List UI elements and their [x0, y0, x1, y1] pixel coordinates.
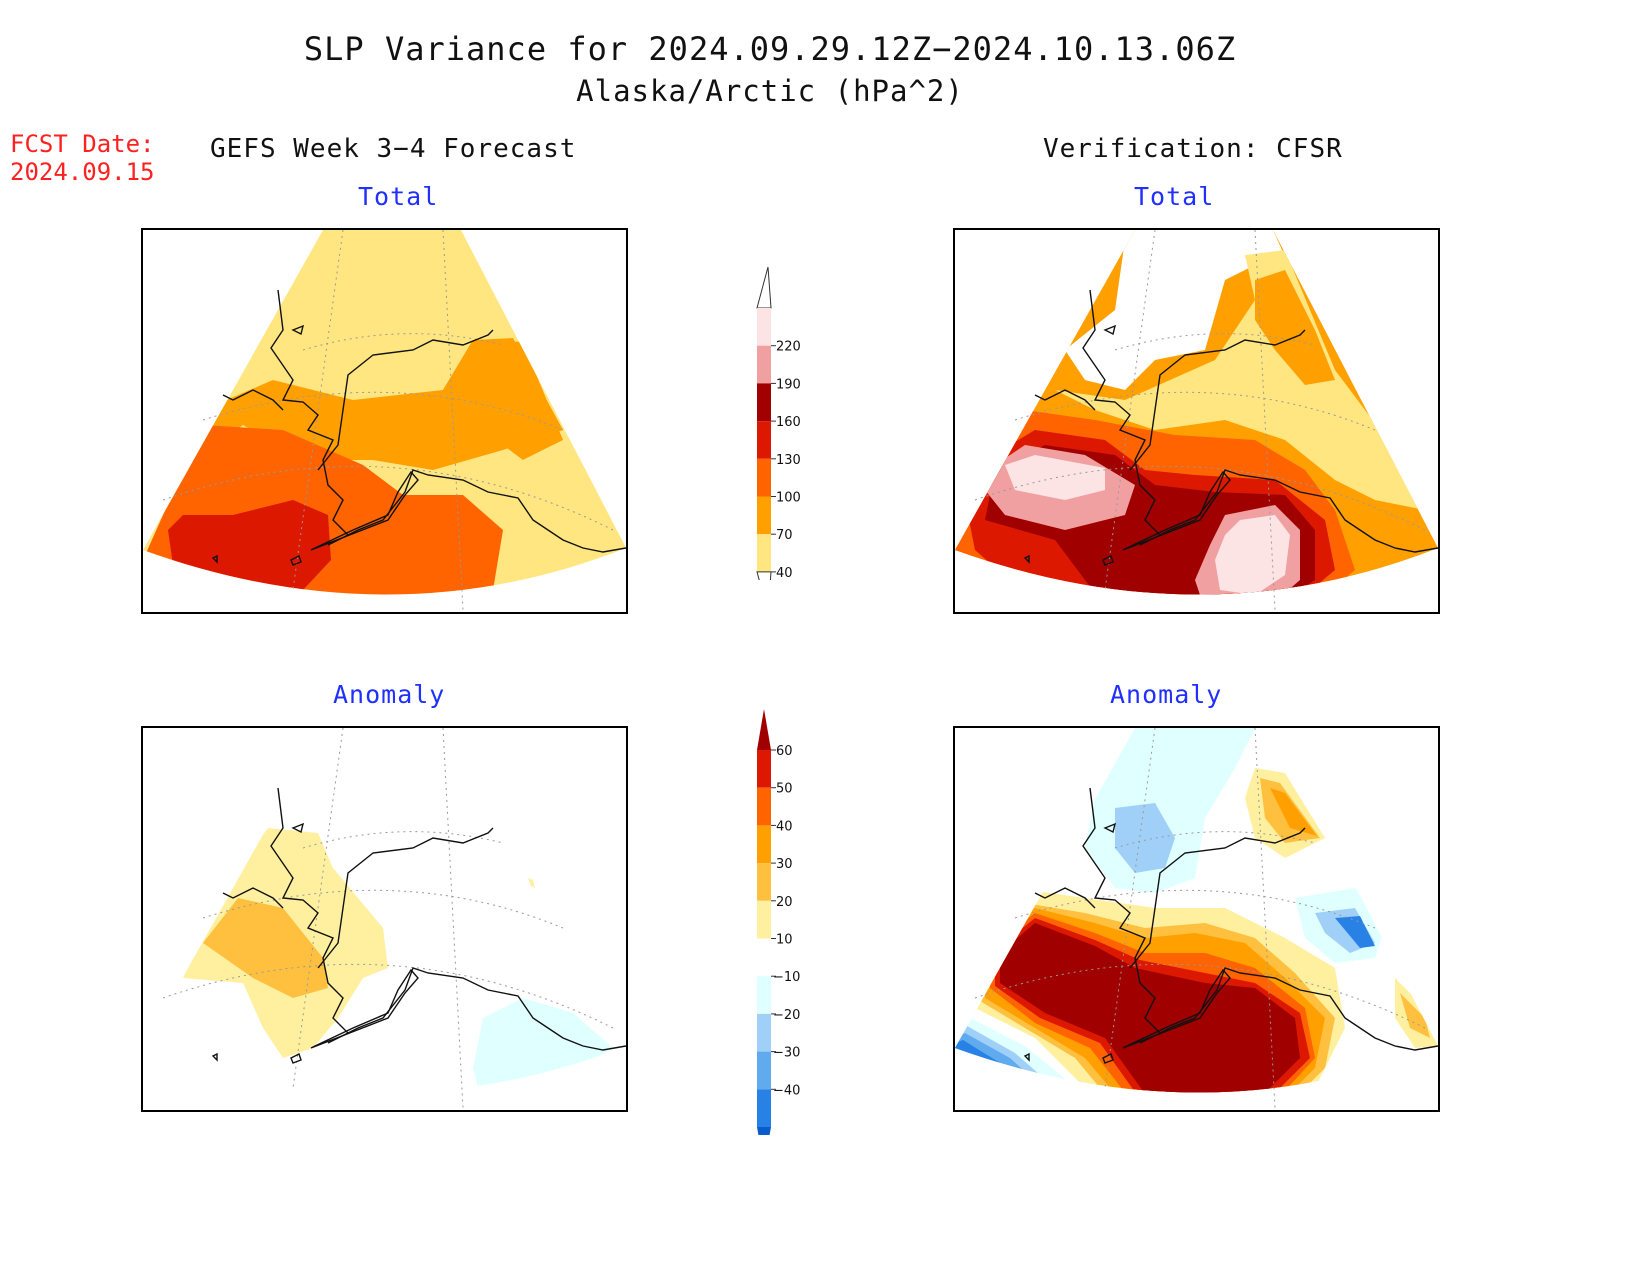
colorbar-total-label: 130: [776, 453, 801, 468]
colorbar-total-swatch: [757, 421, 771, 459]
graticule-lines: [974, 230, 1426, 611]
forecast-date-label: FCST Date:: [10, 130, 155, 158]
map-panel-verification-anomaly: [953, 726, 1440, 1112]
filled-contours-forecast-total: [143, 230, 626, 595]
colorbar-total-swatch: [757, 458, 771, 497]
colorbar-anomaly-swatch: [757, 938, 771, 977]
figure-title: SLP Variance for 2024.09.29.12Z−2024.10.…: [303, 30, 1237, 68]
colorbar-total-top-arrow: [756, 266, 772, 309]
colorbar-total-swatch: [757, 308, 771, 346]
colorbar-total-swatch: [757, 383, 771, 422]
coastline: [211, 787, 626, 1064]
colorbar-anomaly-swatch: [757, 900, 771, 939]
colorbar-total-swatch: [757, 345, 771, 384]
graticule-lines: [162, 728, 614, 1109]
colorbar-anomaly-swatch: [757, 787, 771, 826]
colorbar-anomaly-swatch: [757, 750, 771, 788]
coastline: [211, 289, 626, 566]
colorbar-total-label: 220: [776, 340, 801, 355]
colorbar-total-label: 160: [776, 415, 801, 430]
colorbar-anomaly-top-arrow: [757, 709, 771, 750]
colorbar-anomaly-label: −20: [773, 1008, 800, 1023]
colorbar-total-bottom-arrow: [756, 571, 772, 580]
colorbar-total-swatch: [757, 496, 771, 535]
colorbar-total-label: 70: [776, 528, 793, 543]
coastline: [1023, 289, 1438, 566]
colorbar-anomaly-label: 30: [776, 857, 793, 872]
panel-label-verification-total: Total: [1134, 182, 1215, 211]
colorbar-anomaly-label: −40: [773, 1083, 800, 1098]
forecast-date-value: 2024.09.15: [10, 158, 155, 186]
filled-contours-forecast-anomaly: [143, 728, 626, 1093]
colorbar-anomaly-swatch: [757, 863, 771, 901]
map-panel-forecast-anomaly: [141, 726, 628, 1112]
map-panel-forecast-total: [141, 228, 628, 614]
graticule-lines: [162, 230, 614, 611]
colorbar-anomaly-label: 50: [776, 782, 793, 797]
colorbar-anomaly-label: 40: [776, 819, 793, 834]
panel-label-verification-anomaly: Anomaly: [1110, 680, 1223, 709]
colorbar-anomaly-swatch: [757, 1051, 771, 1090]
colorbar-total: 220 190 160 130 100 70 40: [756, 266, 801, 580]
colorbar-anomaly-bottom-arrow: [757, 1127, 771, 1135]
colorbar-anomaly-label: 20: [776, 895, 793, 910]
map-panel-verification-total: [953, 228, 1440, 614]
colorbar-anomaly-label: −30: [773, 1046, 800, 1061]
filled-contours-verification-total: [955, 230, 1438, 595]
graticule-lines: [974, 728, 1426, 1109]
colorbar-total-label: 40: [776, 566, 793, 580]
right-column-title: Verification: CFSR: [1043, 134, 1343, 164]
colorbar-total-swatch: [757, 534, 771, 572]
figure-subtitle: Alaska/Arctic (hPa^2): [576, 74, 964, 108]
panel-label-forecast-total: Total: [358, 182, 439, 211]
colorbar-anomaly-swatch: [757, 976, 771, 1014]
colorbar-anomaly-label: 10: [776, 933, 793, 948]
colorbar-anomaly-label: −10: [773, 970, 800, 985]
colorbar-total-label: 100: [776, 491, 801, 506]
colorbar-anomaly-swatch: [757, 1089, 771, 1127]
colorbar-anomaly: 60 50 40 30 20 10 −10 −20 −30 −40: [757, 709, 800, 1135]
panel-label-forecast-anomaly: Anomaly: [333, 680, 446, 709]
coastline: [1023, 787, 1438, 1064]
colorbar-anomaly-swatch: [757, 825, 771, 864]
filled-contours-verification-anomaly: [955, 728, 1438, 1093]
colorbar-anomaly-label: 60: [776, 744, 793, 759]
colorbar-total-label: 190: [776, 377, 801, 392]
colorbar-anomaly-swatch: [757, 1013, 771, 1052]
left-column-title: GEFS Week 3−4 Forecast: [210, 134, 577, 164]
